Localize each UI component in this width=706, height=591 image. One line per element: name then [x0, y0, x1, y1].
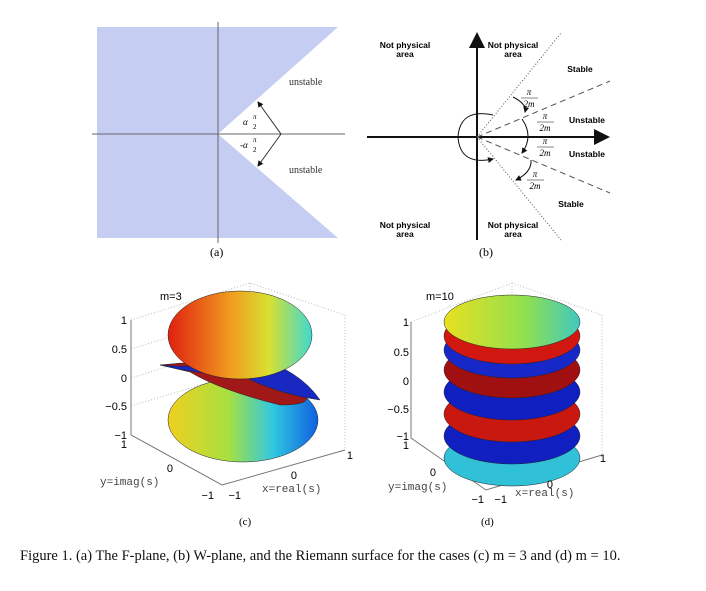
- panel-d-riemann-m10: m=10 1 0.5 0 −0.5 −1 1 0 −1 −1 0 1 y=ima…: [387, 282, 606, 528]
- panel-caption: (a): [210, 245, 223, 259]
- angle-num: π: [527, 87, 532, 97]
- angle-num: π: [253, 113, 257, 121]
- not-physical-label: area: [504, 229, 522, 239]
- x-tick: −1: [494, 494, 507, 506]
- x-tick: 0: [547, 479, 553, 491]
- panel-b-w-plane: Not physical area Not physical area Not …: [367, 32, 611, 259]
- panel-c-riemann-m3: m=3 1 0.5 0 −0.5 −1 1 0 −1 −1 0 1 y=imag…: [100, 282, 353, 528]
- boundary-dashed: [476, 80, 611, 138]
- plot-title: m=10: [426, 291, 454, 303]
- x-axis-label: x=real(s): [515, 488, 574, 500]
- y-tick: 1: [403, 440, 409, 452]
- boundary-dashed: [476, 136, 611, 194]
- not-physical-label: area: [396, 229, 414, 239]
- z-tick: −0.5: [105, 401, 127, 413]
- y-tick: 0: [430, 467, 436, 479]
- figure-caption: Figure 1. (a) The F-plane, (b) W-plane, …: [20, 548, 621, 564]
- not-physical-label: Not physical: [488, 220, 539, 230]
- x-tick: 1: [600, 453, 606, 465]
- angle-den: 2m: [540, 148, 552, 158]
- boundary-dotted: [476, 136, 562, 241]
- unstable-label: unstable: [289, 77, 323, 88]
- z-tick: 0: [403, 376, 409, 388]
- angle-den: 2m: [540, 123, 552, 133]
- axes-frame: [130, 320, 346, 486]
- angle-arc: [515, 159, 532, 181]
- unstable-label: unstable: [289, 165, 323, 176]
- angle-den: 2m: [530, 181, 542, 191]
- surface-sheet-upper: [167, 290, 313, 380]
- angle-arc: [521, 118, 529, 154]
- angle-arc: [457, 113, 494, 163]
- angle-label: -α: [240, 140, 248, 150]
- y-tick: 1: [121, 439, 127, 451]
- arrow-up: [257, 101, 282, 135]
- surface-layer-top: [443, 294, 581, 350]
- y-tick: 0: [167, 463, 173, 475]
- stable-label: Stable: [558, 199, 584, 209]
- unstable-label: Unstable: [569, 115, 605, 125]
- angle-den: 2m: [524, 99, 536, 109]
- not-physical-label: area: [504, 49, 522, 59]
- y-tick: −1: [471, 494, 484, 506]
- panel-caption: (c): [239, 516, 252, 528]
- not-physical-label: Not physical: [380, 40, 431, 50]
- angle-den: 2: [253, 123, 257, 131]
- z-tick: −1: [114, 430, 127, 442]
- z-tick: 1: [403, 317, 409, 329]
- z-tick: 1: [121, 315, 127, 327]
- angle-arc: [512, 96, 530, 113]
- z-tick: 0.5: [394, 347, 409, 359]
- angle-num: π: [543, 136, 548, 146]
- angle-den: 2: [253, 146, 257, 154]
- panel-caption: (d): [481, 516, 494, 528]
- boundary-dotted: [476, 32, 562, 138]
- plot-title: m=3: [160, 291, 182, 303]
- angle-num: π: [253, 136, 257, 144]
- y-tick: −1: [201, 490, 214, 502]
- not-physical-label: area: [396, 49, 414, 59]
- x-axis-label: x=real(s): [262, 484, 321, 496]
- panel-caption: (b): [479, 245, 493, 259]
- x-tick: −1: [228, 490, 241, 502]
- not-physical-label: Not physical: [488, 40, 539, 50]
- z-tick: −1: [396, 431, 409, 443]
- x-tick: 1: [347, 450, 353, 462]
- y-axis-label: y=imag(s): [100, 477, 159, 489]
- z-tick: 0.5: [112, 344, 127, 356]
- not-physical-label: Not physical: [380, 220, 431, 230]
- panel-a-f-plane: unstable unstable α π 2 -α π 2 (a): [92, 22, 345, 259]
- y-axis-label: y=imag(s): [388, 482, 447, 494]
- angle-label: α: [243, 117, 248, 127]
- z-tick: −0.5: [387, 404, 409, 416]
- stable-label: Stable: [567, 64, 593, 74]
- angle-num: π: [543, 111, 548, 121]
- angle-num: π: [533, 169, 538, 179]
- arrow-down: [257, 133, 282, 167]
- unstable-label: Unstable: [569, 149, 605, 159]
- z-tick: 0: [121, 373, 127, 385]
- x-tick: 0: [291, 470, 297, 482]
